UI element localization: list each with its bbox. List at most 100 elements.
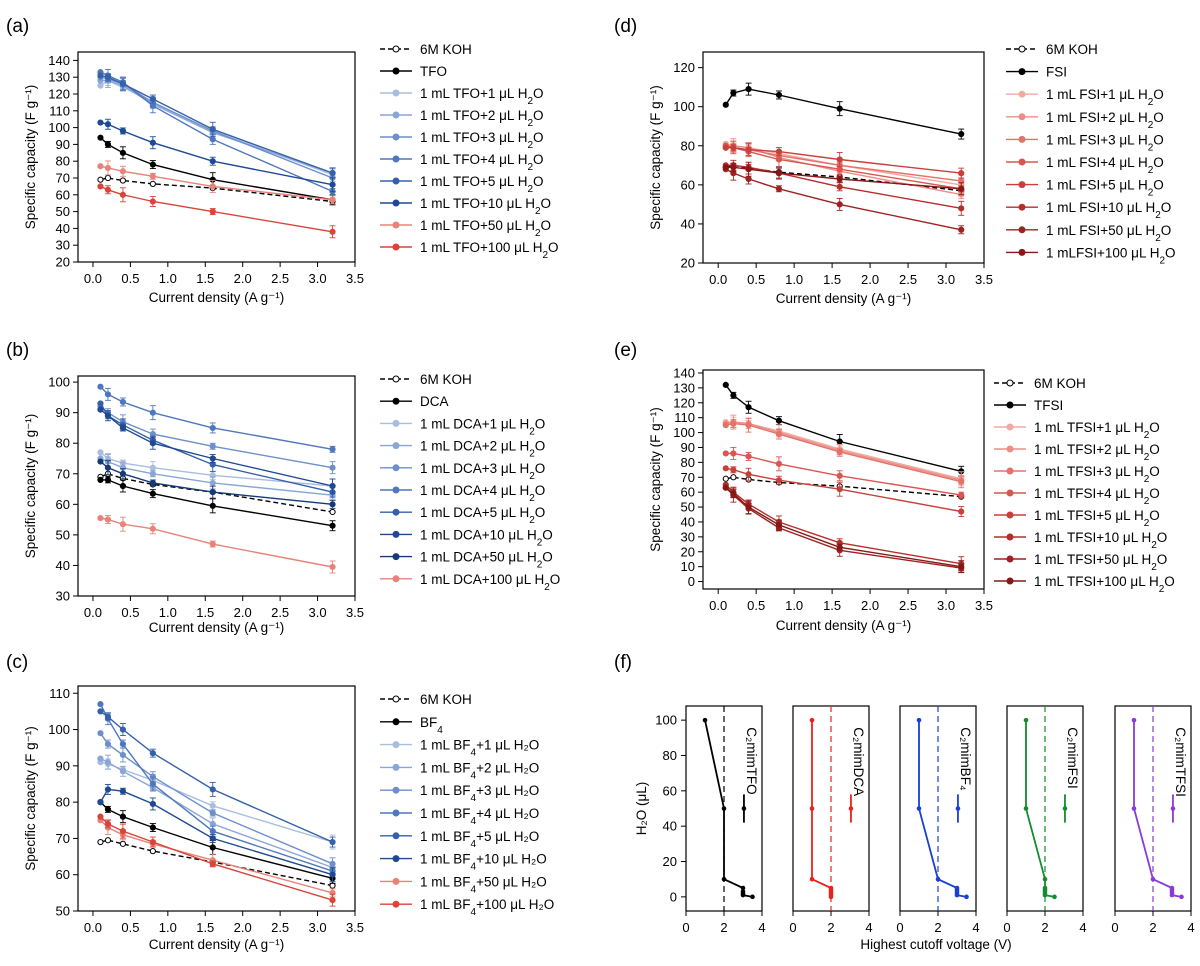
data-point bbox=[958, 508, 965, 515]
data-point bbox=[730, 144, 737, 151]
x-tick-label: 0.0 bbox=[709, 598, 727, 613]
data-point bbox=[209, 828, 216, 835]
legend-label: 1 mL TFO+4 μL H2O bbox=[420, 152, 544, 173]
legend-label: 6M KOH bbox=[1034, 376, 1086, 391]
legend-swatch-marker bbox=[392, 45, 400, 53]
x-tick-label: 4 bbox=[972, 920, 979, 935]
x-tick-label: 0.0 bbox=[84, 920, 102, 935]
x-tick-label: 0.5 bbox=[121, 605, 139, 620]
data-point bbox=[149, 800, 156, 808]
y-tick-label: 40 bbox=[663, 819, 677, 834]
series-line bbox=[99, 386, 333, 450]
data-point bbox=[329, 196, 336, 203]
x-tick-label: 2 bbox=[1149, 920, 1156, 935]
legend-swatch-marker bbox=[392, 877, 400, 885]
data-point bbox=[722, 450, 729, 457]
legend-item: 1 mL TFO+4 μL H2O bbox=[380, 152, 544, 173]
legend-item: 1 mL DCA+50 μL H2O bbox=[380, 550, 553, 570]
data-point bbox=[119, 521, 127, 528]
data-point bbox=[329, 871, 336, 878]
series-line bbox=[725, 476, 962, 498]
legend-swatch-marker bbox=[1006, 423, 1014, 431]
x-tick-label: 0 bbox=[789, 920, 796, 935]
legend-label: 1 mL FSI+3 μL H2O bbox=[1046, 132, 1164, 153]
legend-swatch-marker bbox=[1170, 806, 1176, 811]
y-tick-label: 110 bbox=[674, 410, 695, 425]
panel-label: (e) bbox=[614, 340, 637, 361]
data-point bbox=[209, 158, 216, 165]
data-point bbox=[329, 446, 336, 453]
data-point bbox=[809, 717, 815, 723]
plot-frame bbox=[77, 51, 356, 263]
legend-label: 1 mL BF4+10 μL H₂O bbox=[420, 852, 547, 873]
data-point bbox=[119, 168, 127, 175]
legend-label: 1 mL TFSI+1 μL H2O bbox=[1034, 420, 1160, 441]
data-point bbox=[104, 837, 112, 844]
data-point bbox=[329, 860, 336, 867]
legend-swatch-marker bbox=[392, 243, 400, 251]
x-tick-label: 1.0 bbox=[159, 271, 177, 286]
y-tick-label: 30 bbox=[56, 589, 70, 604]
data-point bbox=[1131, 806, 1137, 811]
series-line bbox=[725, 452, 962, 496]
data-point bbox=[775, 156, 783, 163]
data-point bbox=[329, 508, 336, 516]
data-point bbox=[745, 503, 752, 511]
data-point bbox=[745, 471, 752, 478]
x-tick-label: 1.5 bbox=[823, 598, 841, 613]
series-line bbox=[100, 479, 333, 527]
legend-swatch-marker bbox=[392, 67, 400, 75]
legend-item: 1 mL FSI+1 μL H2O bbox=[1006, 87, 1164, 108]
data-point bbox=[329, 897, 336, 904]
data-point bbox=[119, 177, 127, 184]
data-point bbox=[104, 516, 112, 523]
x-tick-label: 3.0 bbox=[309, 920, 327, 935]
data-point bbox=[730, 490, 737, 497]
legend-swatch-marker bbox=[1006, 511, 1014, 519]
data-point bbox=[745, 86, 752, 93]
x-tick-label: 0.0 bbox=[84, 271, 102, 286]
data-point bbox=[721, 806, 727, 811]
legend-label: 1 mL TFSI+100 μL H2O bbox=[1034, 574, 1175, 595]
legend-label: TFSI bbox=[1034, 398, 1063, 413]
data-point bbox=[97, 514, 104, 522]
data-point bbox=[149, 198, 156, 205]
legend-swatch-marker bbox=[1018, 68, 1026, 76]
legend-label: 1 mL FSI+50 μL H2O bbox=[1046, 223, 1171, 244]
series-line bbox=[725, 421, 962, 480]
data-point bbox=[104, 806, 112, 813]
data-point bbox=[836, 156, 843, 163]
legend-item: 1 mL DCA+3 μL H2O bbox=[380, 461, 545, 481]
data-point bbox=[97, 119, 104, 126]
x-tick-label: 1.5 bbox=[196, 920, 214, 935]
data-point bbox=[149, 525, 156, 532]
data-point bbox=[1023, 717, 1029, 723]
legend-label: 1 mL TFO+5 μL H2O bbox=[420, 174, 544, 195]
legend-label: 1 mL BF4+2 μL H₂O bbox=[420, 760, 539, 781]
legend-swatch-marker bbox=[1018, 248, 1026, 256]
legend-label: 1 mL FSI+5 μL H2O bbox=[1046, 178, 1164, 199]
x-tick-label: 0.5 bbox=[747, 272, 765, 287]
data-point bbox=[209, 860, 216, 867]
y-tick-label: 20 bbox=[681, 256, 695, 271]
x-tick-label: 2.0 bbox=[234, 605, 252, 620]
series-line bbox=[100, 761, 333, 843]
legend-label: FSI bbox=[1046, 65, 1067, 80]
data-point bbox=[964, 894, 969, 900]
data-point bbox=[119, 813, 127, 820]
data-point bbox=[149, 479, 156, 487]
data-point bbox=[104, 713, 112, 720]
legend-label: 1 mL FSI+2 μL H2O bbox=[1046, 110, 1164, 131]
data-point bbox=[722, 164, 729, 171]
y-tick-label: 80 bbox=[56, 795, 70, 810]
legend-item: 1 mL BF4+2 μL H₂O bbox=[380, 760, 539, 781]
subpanel-label: C₂mimFSI bbox=[1065, 727, 1080, 788]
x-tick-label: 3.0 bbox=[309, 271, 327, 286]
series-5 bbox=[722, 446, 965, 499]
x-tick-label: 1.0 bbox=[785, 598, 803, 613]
x-tick-label: 2.5 bbox=[899, 272, 917, 287]
data-point bbox=[119, 840, 127, 847]
